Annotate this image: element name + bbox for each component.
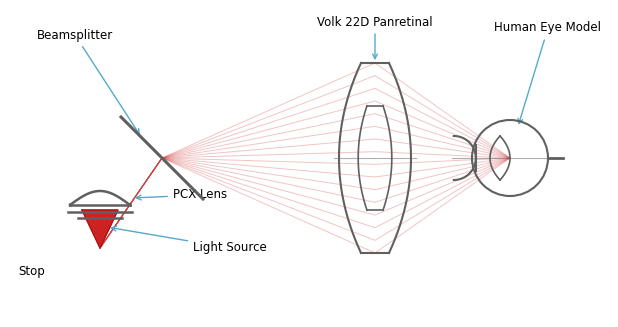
Text: Human Eye Model: Human Eye Model <box>494 22 601 124</box>
Text: Volk 22D Panretinal: Volk 22D Panretinal <box>317 15 433 59</box>
Text: Beamsplitter: Beamsplitter <box>37 28 139 134</box>
Text: Light Source: Light Source <box>111 226 267 254</box>
Text: Stop: Stop <box>18 266 44 279</box>
Text: PCX Lens: PCX Lens <box>137 188 227 201</box>
Polygon shape <box>82 210 118 248</box>
